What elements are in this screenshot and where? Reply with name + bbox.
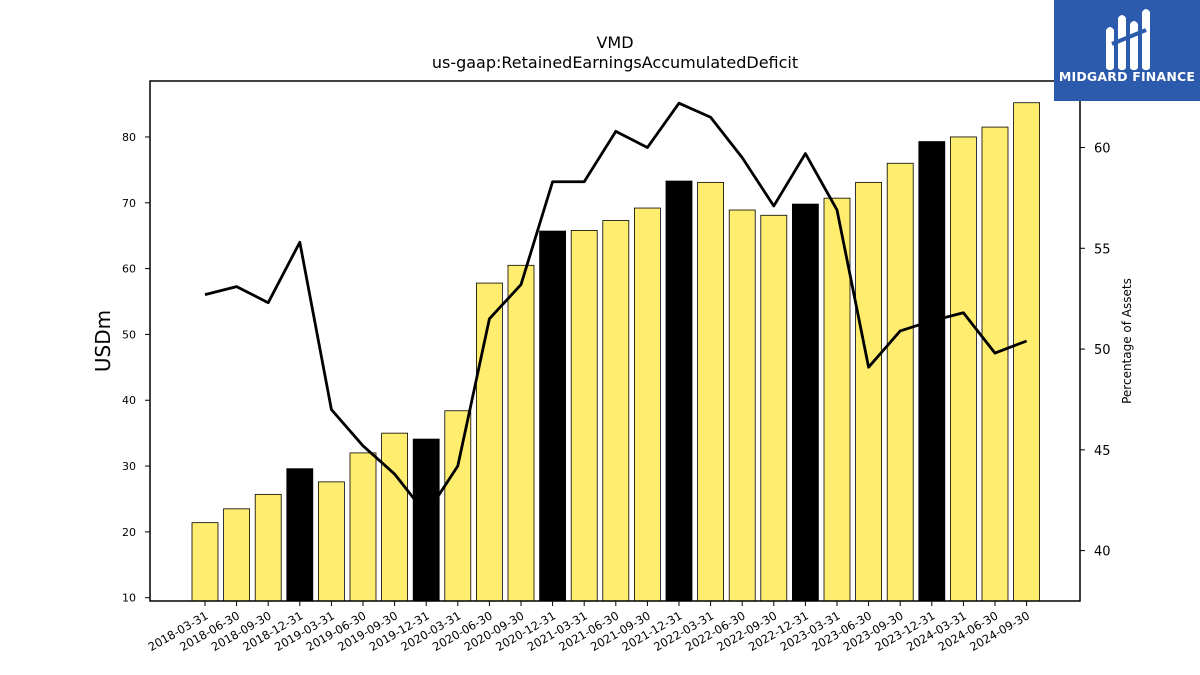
- bar: [981, 126, 1009, 602]
- y2-tick-label: 55: [1094, 242, 1111, 257]
- brand-name: MIDGARD FINANCE: [1058, 69, 1196, 84]
- bar: [381, 432, 409, 602]
- y-tick-label: 30: [122, 460, 136, 473]
- y-tick-label: 70: [122, 197, 136, 210]
- y2-tick-label: 50: [1094, 343, 1111, 358]
- bar: [475, 282, 503, 602]
- y-tick-label: 80: [122, 131, 136, 144]
- y2-tick-label: 60: [1094, 142, 1111, 157]
- y-axis-label: USDm: [91, 310, 115, 372]
- bar: [602, 220, 630, 602]
- midgard-m-logo-icon: [1106, 9, 1150, 70]
- bar: [539, 230, 566, 602]
- chart-title: VMD: [596, 33, 634, 52]
- bar: [855, 181, 882, 602]
- bar: [570, 230, 598, 602]
- bar: [760, 214, 788, 602]
- chart-subtitle: us-gaap:RetainedEarningsAccumulatedDefic…: [431, 53, 799, 72]
- brand-logo: MIDGARD FINANCE: [1054, 0, 1200, 101]
- y-tick-label: 60: [122, 263, 136, 276]
- plot-frame: [149, 80, 1081, 602]
- bar: [823, 197, 851, 602]
- bar: [254, 493, 282, 602]
- y2-axis-label: Percentage of Assets: [1120, 278, 1134, 404]
- bar: [223, 508, 251, 602]
- bar: [728, 209, 756, 602]
- bar: [317, 481, 345, 602]
- series-line: [204, 101, 1028, 516]
- bar: [191, 522, 219, 602]
- bar: [697, 181, 724, 602]
- y-tick-label: 20: [122, 526, 136, 539]
- y-tick-label: 50: [122, 328, 136, 341]
- bar: [665, 180, 693, 602]
- bar: [918, 141, 946, 602]
- bar: [286, 468, 314, 602]
- bar: [950, 136, 977, 602]
- bar: [412, 438, 440, 602]
- y-tick-label: 40: [122, 394, 136, 407]
- y2-tick-label: 45: [1094, 444, 1111, 459]
- y2-tick-label: 40: [1094, 545, 1111, 560]
- bar: [349, 452, 377, 602]
- bar: [634, 207, 661, 602]
- y-tick-label: 10: [122, 592, 136, 605]
- bar: [792, 203, 819, 602]
- bar: [507, 264, 535, 602]
- bar: [886, 162, 914, 602]
- bar: [1013, 102, 1040, 602]
- bar: [444, 410, 472, 602]
